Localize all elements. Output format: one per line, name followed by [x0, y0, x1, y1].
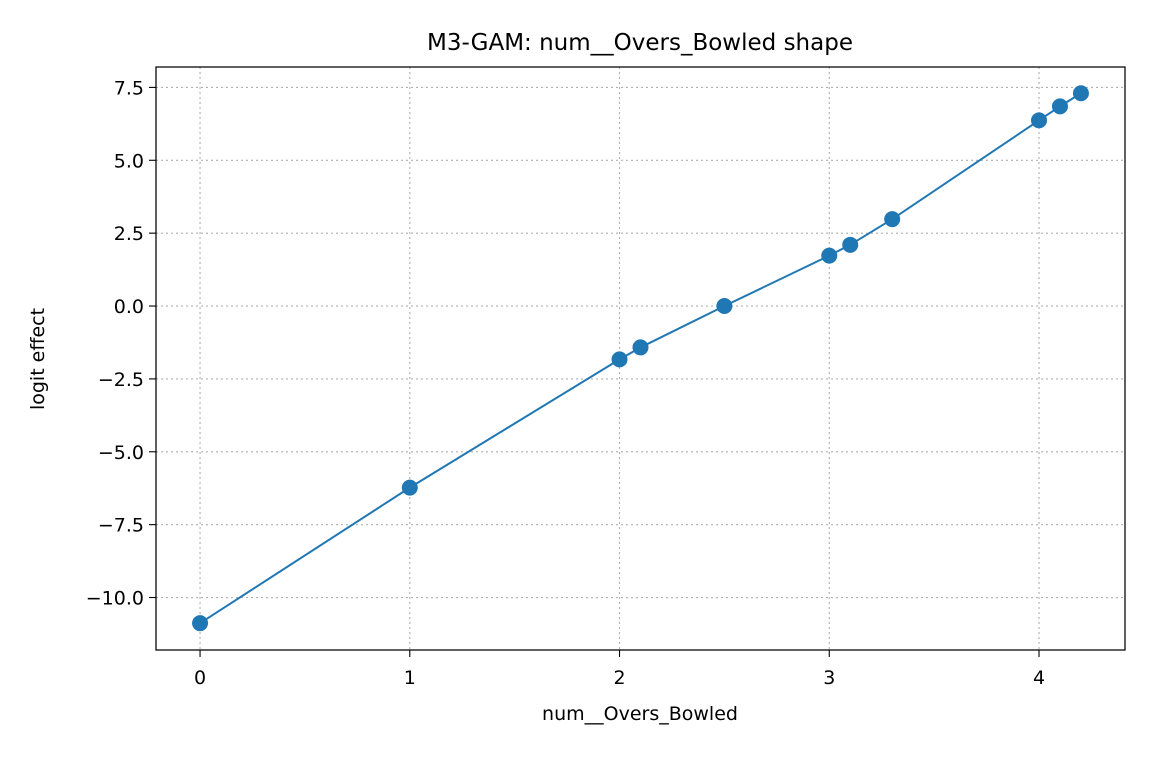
x-axis-label: num__Overs_Bowled: [542, 703, 738, 725]
data-point: [1072, 85, 1089, 102]
y-tick-label: 2.5: [114, 223, 144, 245]
y-axis: −10.0 −7.5 −5.0 −2.5 0.0 2.5 5.0 7.5: [86, 77, 156, 610]
grid: [156, 67, 1125, 650]
data-point: [611, 351, 628, 368]
data-point: [842, 236, 859, 253]
data-point: [1031, 112, 1048, 129]
x-tick-label: 4: [1033, 667, 1045, 689]
series-layer: [192, 85, 1089, 632]
x-tick-label: 2: [613, 667, 625, 689]
x-tick-label: 3: [823, 667, 835, 689]
x-axis: 0 1 2 3 4: [194, 650, 1045, 689]
y-tick-label: −10.0: [86, 588, 144, 610]
data-point: [821, 247, 838, 264]
plot-frame: [155, 66, 1126, 651]
y-tick-label: −2.5: [98, 369, 144, 391]
data-point: [632, 339, 649, 356]
y-tick-label: 7.5: [114, 77, 144, 99]
y-axis-label: logit effect: [27, 308, 49, 410]
y-tick-label: 0.0: [114, 296, 144, 318]
x-tick-label: 0: [194, 667, 206, 689]
y-tick-label: −5.0: [98, 442, 144, 464]
data-point: [192, 615, 209, 632]
y-tick-label: −7.5: [98, 515, 144, 537]
data-point: [884, 211, 901, 228]
data-point: [401, 479, 418, 496]
data-point: [1051, 98, 1068, 115]
chart-title: M3-GAM: num__Overs_Bowled shape: [427, 30, 853, 56]
x-tick-label: 1: [404, 667, 416, 689]
y-tick-label: 5.0: [114, 150, 144, 172]
data-point: [716, 298, 733, 315]
